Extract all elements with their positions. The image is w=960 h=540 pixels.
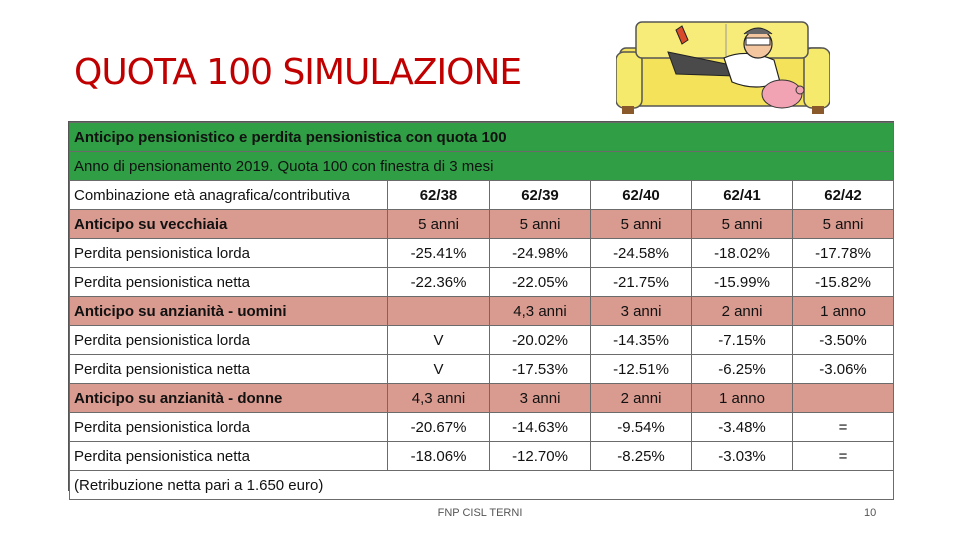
table-header-row: Combinazione età anagrafica/contributiva… <box>69 180 895 210</box>
table-row: Perdita pensionistica lorda -25.41% -24.98… <box>69 238 895 268</box>
table-cell: 4,3 anni <box>489 296 591 326</box>
table-subtitle: Anno di pensionamento 2019. Quota 100 co… <box>68 151 895 181</box>
table-cell: -20.02% <box>489 325 591 355</box>
table-cell: -12.51% <box>590 354 692 384</box>
row-label: Anticipo su anzianità - uomini <box>69 296 388 326</box>
table-cell: 3 anni <box>590 296 692 326</box>
table-note: (Retribuzione netta pari a 1.650 euro) <box>68 470 895 500</box>
row-label: Perdita pensionistica netta <box>69 267 388 297</box>
row-label: Perdita pensionistica netta <box>69 354 388 384</box>
table-cell: 5 anni <box>387 209 490 239</box>
table-cell: -12.70% <box>489 441 591 471</box>
table-cell: -17.78% <box>791 238 895 268</box>
table-cell: -6.25% <box>691 354 793 384</box>
table-cell: 5 anni <box>791 209 895 239</box>
footer-text: FNP CISL TERNI <box>437 507 523 519</box>
table-cell: 5 anni <box>590 209 692 239</box>
column-header: 62/40 <box>590 180 692 210</box>
column-header: 62/42 <box>791 180 895 210</box>
table-cell: -18.06% <box>387 441 490 471</box>
table-cell: -9.54% <box>590 412 692 442</box>
table-cell: 4,3 anni <box>387 383 490 413</box>
table-cell: -15.82% <box>791 267 895 297</box>
table-row: Perdita pensionistica netta V -17.53% -12.5… <box>69 354 895 384</box>
table-cell: -3.06% <box>791 354 895 384</box>
column-header: 62/39 <box>489 180 591 210</box>
table-row: Anticipo su anzianità - donne 4,3 anni 3 a… <box>69 383 895 413</box>
note-row: (Retribuzione netta pari a 1.650 euro) <box>68 470 895 500</box>
row-label: Anticipo su anzianità - donne <box>69 383 388 413</box>
table-cell: 3 anni <box>489 383 591 413</box>
slide-title: QUOTA 100 SIMULAZIONE <box>74 52 522 93</box>
row-label: Perdita pensionistica lorda <box>69 238 388 268</box>
table-cell <box>387 296 490 326</box>
table-cell: -24.98% <box>489 238 591 268</box>
table-row: Perdita pensionistica lorda -20.67% -14.63… <box>69 412 895 442</box>
table-cell: -8.25% <box>590 441 692 471</box>
pension-table: Anticipo pensionistico e perdita pension… <box>68 122 895 500</box>
table-cell: = <box>791 441 895 471</box>
table-cell <box>791 383 895 413</box>
table-cell: -14.63% <box>489 412 591 442</box>
table-subtitle-row: Anno di pensionamento 2019. Quota 100 co… <box>68 151 895 181</box>
table-cell: 1 anno <box>691 383 793 413</box>
row-label: Perdita pensionistica netta <box>69 441 388 471</box>
table-cell: = <box>791 412 895 442</box>
table-cell: -17.53% <box>489 354 591 384</box>
table-row: Perdita pensionistica netta -22.36% -22.05… <box>69 267 895 297</box>
table-title-row: Anticipo pensionistico e perdita pension… <box>68 122 895 152</box>
table-cell: V <box>387 325 490 355</box>
table-title: Anticipo pensionistico e perdita pension… <box>68 122 895 152</box>
table-cell: V <box>387 354 490 384</box>
table-cell: -15.99% <box>691 267 793 297</box>
table-cell: -7.15% <box>691 325 793 355</box>
header-label: Combinazione età anagrafica/contributiva <box>69 180 388 210</box>
table-cell: -3.48% <box>691 412 793 442</box>
table-cell: 2 anni <box>590 383 692 413</box>
column-header: 62/41 <box>691 180 793 210</box>
table-cell: -24.58% <box>590 238 692 268</box>
row-label: Perdita pensionistica lorda <box>69 412 388 442</box>
table-cell: -18.02% <box>691 238 793 268</box>
table-row: Perdita pensionistica netta -18.06% -12.70… <box>69 441 895 471</box>
man-relaxing-on-sofa-cartoon-icon <box>616 18 830 116</box>
pension-table-container: Anticipo pensionistico e perdita pension… <box>68 121 895 500</box>
table-cell: -21.75% <box>590 267 692 297</box>
table-row: Anticipo su anzianità - uomini 4,3 anni 3 … <box>69 296 895 326</box>
table-cell: 1 anno <box>791 296 895 326</box>
table-cell: 5 anni <box>489 209 591 239</box>
table-cell: -22.36% <box>387 267 490 297</box>
table-cell: -3.03% <box>691 441 793 471</box>
table-cell: -20.67% <box>387 412 490 442</box>
row-label: Perdita pensionistica lorda <box>69 325 388 355</box>
page-number: 10 <box>864 507 877 519</box>
table-cell: 2 anni <box>691 296 793 326</box>
column-header: 62/38 <box>387 180 490 210</box>
table-cell: -25.41% <box>387 238 490 268</box>
table-cell: -3.50% <box>791 325 895 355</box>
table-row: Perdita pensionistica lorda V -20.02% -14.3… <box>69 325 895 355</box>
row-label: Anticipo su vecchiaia <box>69 209 388 239</box>
table-cell: -22.05% <box>489 267 591 297</box>
table-row: Anticipo su vecchiaia 5 anni 5 anni 5 anni 5… <box>69 209 895 239</box>
table-cell: -14.35% <box>590 325 692 355</box>
table-cell: 5 anni <box>691 209 793 239</box>
